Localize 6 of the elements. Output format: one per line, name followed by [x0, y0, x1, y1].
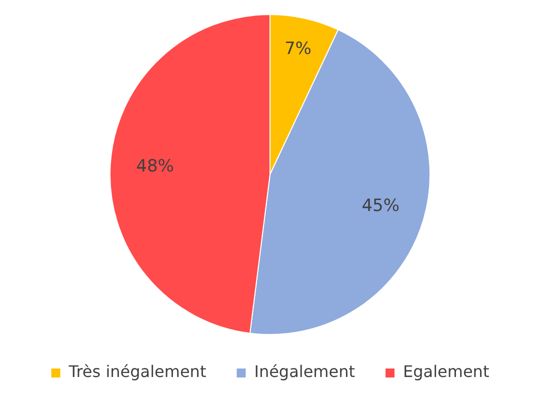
- legend-label: Très inégalement: [68, 362, 206, 382]
- data-label: 45%: [362, 196, 400, 216]
- data-label: 48%: [136, 156, 174, 177]
- legend-label: Inégalement: [254, 362, 356, 382]
- data-label: 7%: [284, 39, 312, 60]
- legend-label: Egalement: [403, 362, 490, 382]
